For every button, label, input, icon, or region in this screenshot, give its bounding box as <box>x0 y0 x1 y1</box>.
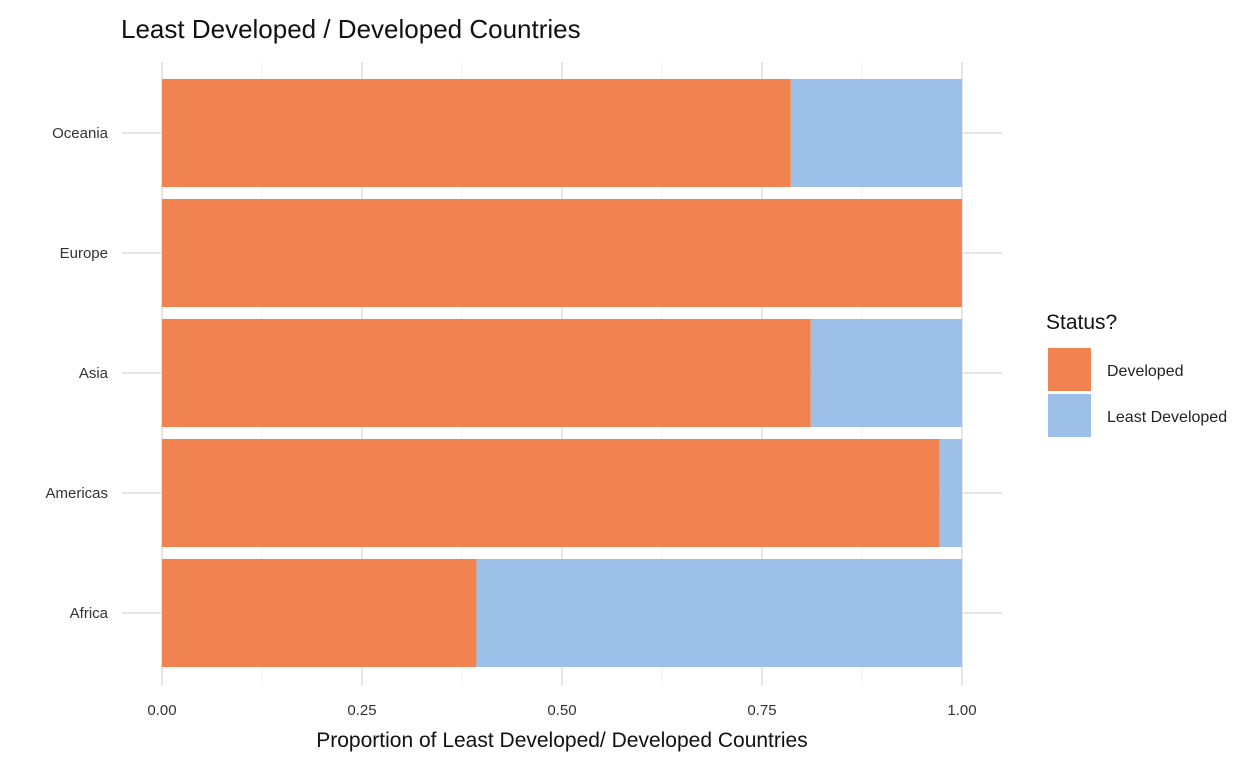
bar-europe-developed <box>162 199 962 307</box>
y-tick-label: Europe <box>60 245 108 262</box>
x-tick-label: 0.25 <box>347 702 376 719</box>
bar-americas-least-developed <box>939 439 962 547</box>
bar-africa-least-developed <box>476 559 962 667</box>
x-axis-tick-labels: 0.00 0.25 0.50 0.75 1.00 <box>147 702 976 719</box>
bar-oceania-least-developed <box>790 79 962 187</box>
legend-swatch-developed <box>1048 348 1091 391</box>
y-tick-label: Asia <box>79 365 109 382</box>
x-tick-label: 0.50 <box>547 702 576 719</box>
y-tick-label: Oceania <box>52 125 109 142</box>
bar-asia-least-developed <box>810 319 962 427</box>
x-axis-title: Proportion of Least Developed/ Developed… <box>316 729 807 752</box>
bar-asia-developed <box>162 319 811 427</box>
x-tick-label: 0.75 <box>747 702 776 719</box>
x-tick-label: 0.00 <box>147 702 176 719</box>
y-axis-tick-labels: Oceania Europe Asia Americas Africa <box>45 125 108 622</box>
chart-title: Least Developed / Developed Countries <box>121 14 581 44</box>
x-tick-label: 1.00 <box>947 702 976 719</box>
legend-swatch-least-developed <box>1048 394 1091 437</box>
legend-title: Status? <box>1046 311 1117 334</box>
bars <box>162 79 962 667</box>
bar-oceania-developed <box>162 79 791 187</box>
legend-label-least-developed: Least Developed <box>1107 409 1227 426</box>
bar-americas-developed <box>162 439 940 547</box>
y-tick-label: Americas <box>45 485 108 502</box>
y-tick-label: Africa <box>70 605 109 622</box>
legend-label-developed: Developed <box>1107 363 1184 380</box>
bar-africa-developed <box>162 559 477 667</box>
legend: Status? Developed Least Developed <box>1046 311 1227 437</box>
